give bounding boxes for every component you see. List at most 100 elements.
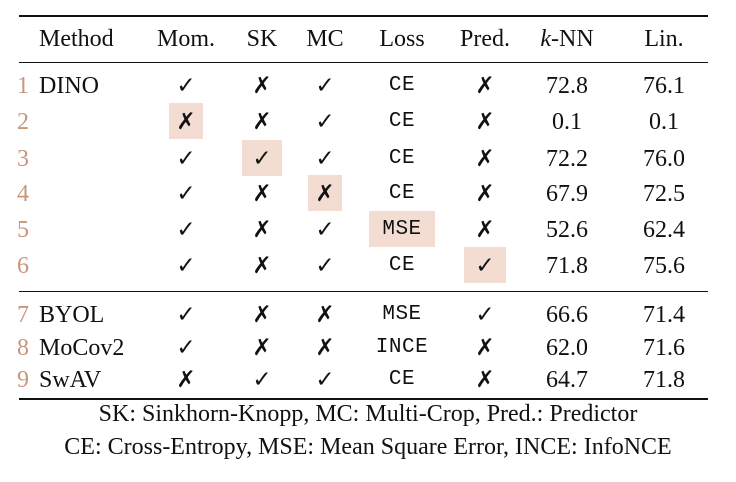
- group-rule: [19, 291, 708, 292]
- cell-mom: ✓: [176, 302, 196, 328]
- cell-loss: CE: [388, 368, 416, 391]
- header-mom: Mom.: [156, 26, 216, 52]
- header-rule: [19, 62, 708, 63]
- method-name: SwAV: [39, 367, 102, 393]
- cell-mc: ✗: [315, 302, 335, 328]
- table-row: 8 MoCov2 ✓ ✗ ✗ INCE ✗ 62.0 71.6: [0, 330, 736, 366]
- header-method: Method: [39, 26, 114, 52]
- caption-line-2: CE: Cross-Entropy, MSE: Mean Square Erro…: [64, 434, 672, 460]
- cell-mom: ✓: [176, 253, 196, 279]
- cell-knn: 62.0: [546, 335, 588, 361]
- cell-knn: 67.9: [546, 181, 588, 207]
- cell-lin: 71.8: [643, 367, 685, 393]
- method-name: DINO: [39, 73, 99, 99]
- cell-sk: ✗: [252, 302, 272, 328]
- row-index: 1: [17, 73, 29, 99]
- cell-knn: 64.7: [546, 367, 588, 393]
- row-index: 4: [17, 181, 29, 207]
- row-index: 9: [17, 367, 29, 393]
- table-row: 2 ✗ ✗ ✓ CE ✗ 0.1 0.1: [0, 103, 736, 140]
- header-lin: Lin.: [644, 26, 684, 52]
- header-loss: Loss: [379, 26, 425, 52]
- cell-loss: MSE: [382, 303, 422, 326]
- cell-lin: 76.1: [643, 73, 685, 99]
- cell-sk: ✗: [252, 335, 272, 361]
- cell-pred: ✓: [475, 302, 495, 328]
- table-row: 9 SwAV ✗ ✓ ✓ CE ✗ 64.7 71.8: [0, 362, 736, 398]
- cell-loss: MSE: [382, 218, 422, 241]
- table-row: 5 ✓ ✗ ✓ MSE ✗ 52.6 62.4: [0, 211, 736, 248]
- cell-pred: ✗: [475, 335, 495, 361]
- cell-sk: ✗: [252, 109, 272, 135]
- cell-sk: ✗: [252, 217, 272, 243]
- method-name: BYOL: [39, 302, 105, 328]
- cell-loss: CE: [388, 254, 416, 277]
- cell-pred: ✗: [475, 217, 495, 243]
- cell-sk: ✓: [252, 367, 272, 393]
- table-row: 4 ✓ ✗ ✗ CE ✗ 67.9 72.5: [0, 175, 736, 212]
- header-knn-k: k: [540, 26, 551, 52]
- cell-loss: CE: [388, 182, 416, 205]
- cell-mc: ✗: [315, 181, 335, 207]
- highlight-pred: [464, 247, 506, 283]
- cell-mc: ✓: [315, 253, 335, 279]
- cell-mom: ✗: [176, 367, 196, 393]
- cell-lin: 75.6: [643, 253, 685, 279]
- cell-sk: ✓: [252, 146, 272, 172]
- highlight-mom: [169, 103, 203, 139]
- cell-pred: ✗: [475, 367, 495, 393]
- highlight-loss: [369, 211, 435, 247]
- row-index: 3: [17, 146, 29, 172]
- method-name: MoCov2: [39, 335, 125, 361]
- cell-pred: ✗: [475, 146, 495, 172]
- table-row: 1 DINO ✓ ✗ ✓ CE ✗ 72.8 76.1: [0, 68, 736, 104]
- cell-knn: 52.6: [546, 217, 588, 243]
- cell-mc: ✓: [315, 73, 335, 99]
- row-index: 5: [17, 217, 29, 243]
- header-mc: MC: [306, 26, 344, 52]
- cell-mc: ✓: [315, 109, 335, 135]
- table-row: 3 ✓ ✓ ✓ CE ✗ 72.2 76.0: [0, 140, 736, 177]
- cell-sk: ✗: [252, 253, 272, 279]
- highlight-mc: [308, 175, 342, 211]
- cell-pred: ✗: [475, 73, 495, 99]
- header-sk: SK: [246, 26, 278, 52]
- cell-lin: 71.4: [643, 302, 685, 328]
- cell-pred: ✗: [475, 181, 495, 207]
- cell-loss: CE: [388, 110, 416, 133]
- cell-loss: INCE: [375, 336, 429, 359]
- cell-lin: 71.6: [643, 335, 685, 361]
- cell-sk: ✗: [252, 73, 272, 99]
- cell-knn: 71.8: [546, 253, 588, 279]
- cell-knn: 72.2: [546, 146, 588, 172]
- cell-mc: ✓: [315, 146, 335, 172]
- cell-sk: ✗: [252, 181, 272, 207]
- cell-knn: 0.1: [552, 109, 582, 135]
- cell-loss: CE: [388, 74, 416, 97]
- cell-mc: ✓: [315, 217, 335, 243]
- row-index: 7: [17, 302, 29, 328]
- cell-mom: ✓: [176, 335, 196, 361]
- header-knn: k-NN: [540, 21, 593, 57]
- cell-pred: ✗: [475, 109, 495, 135]
- row-index: 8: [17, 335, 29, 361]
- table-row: 7 BYOL ✓ ✗ ✗ MSE ✓ 66.6 71.4: [0, 297, 736, 333]
- highlight-sk: [242, 140, 282, 176]
- cell-knn: 66.6: [546, 302, 588, 328]
- top-rule: [19, 15, 708, 17]
- cell-mc: ✗: [315, 335, 335, 361]
- cell-loss: CE: [388, 147, 416, 170]
- cell-pred: ✓: [475, 253, 495, 279]
- cell-mom: ✓: [176, 181, 196, 207]
- cell-mc: ✓: [315, 367, 335, 393]
- cell-lin: 0.1: [649, 109, 679, 135]
- cell-mom: ✓: [176, 73, 196, 99]
- row-index: 6: [17, 253, 29, 279]
- caption-line-1: SK: Sinkhorn-Knopp, MC: Multi-Crop, Pred…: [98, 401, 638, 427]
- cell-lin: 62.4: [643, 217, 685, 243]
- bottom-rule: [19, 398, 708, 400]
- cell-lin: 76.0: [643, 146, 685, 172]
- cell-mom: ✗: [176, 109, 196, 135]
- header-row: Method Mom. SK MC Loss Pred. k-NN Lin.: [0, 21, 736, 57]
- header-knn-rest: -NN: [551, 26, 594, 52]
